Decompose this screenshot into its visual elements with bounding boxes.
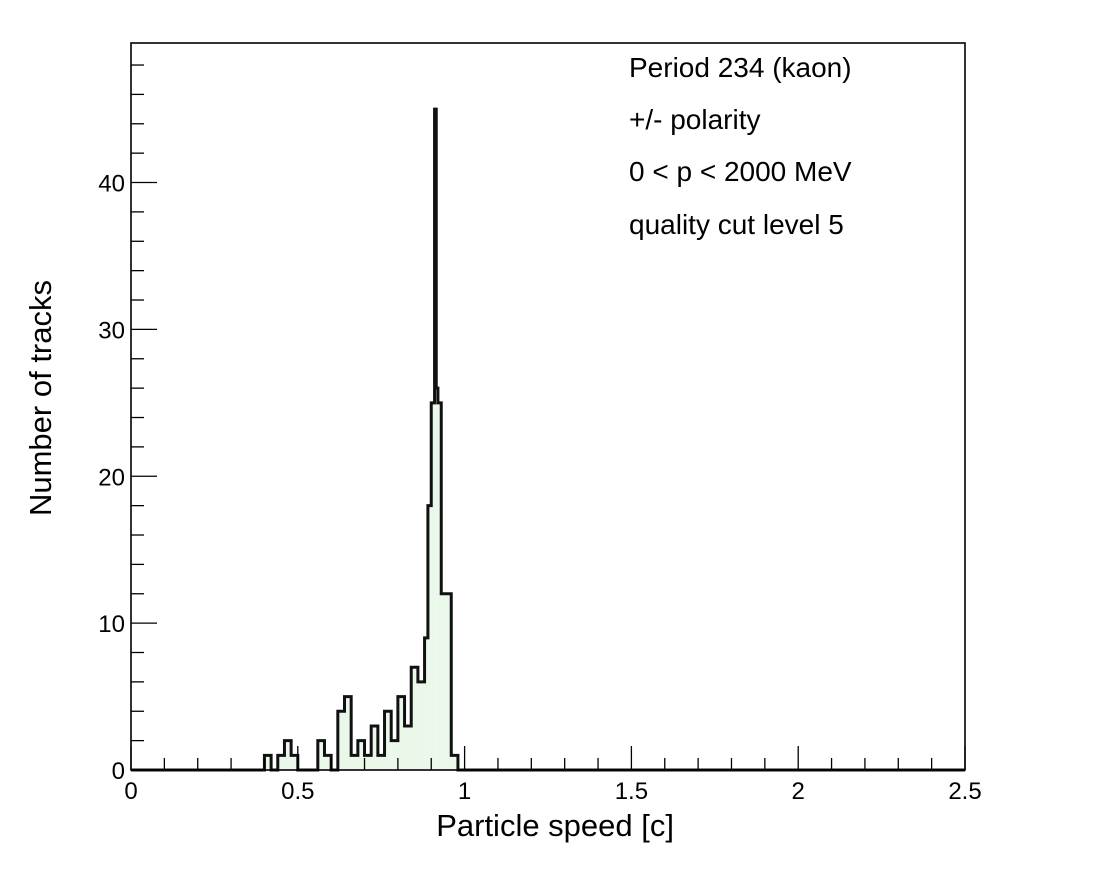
y-tick-label: 40 [98,171,125,198]
histogram-bar [377,755,385,770]
annotation-polarity: +/- polarity [629,104,761,135]
histogram-bar [434,109,437,770]
x-tick-label: 0 [124,778,137,805]
histogram-bar [284,740,292,770]
histogram-bar [364,755,372,770]
histogram-bar [384,711,392,770]
histogram-bar [317,740,325,770]
histogram-bar [344,696,352,770]
x-tick-label: 1.5 [615,778,648,805]
y-tick-label: 10 [98,611,125,638]
plot-content [131,107,965,772]
histogram-bar [291,755,298,770]
y-tick-label: 0 [112,758,125,785]
annotation-quality-cut: quality cut level 5 [629,209,844,240]
histogram-bar [277,755,285,770]
histogram-bar [436,388,438,770]
histogram-bar [427,505,432,770]
x-tick-label: 2.5 [948,778,981,805]
y-tick-label: 20 [98,464,125,491]
histogram-bar [351,755,358,770]
annotation-momentum-range: 0 < p < 2000 MeV [629,156,852,187]
annotation-period: Period 234 (kaon) [629,52,852,83]
histogram-bar [417,681,425,770]
histogram-bar [264,755,272,770]
y-axis-title: Number of tracks [23,280,58,516]
histogram-bar [337,711,345,770]
histogram-bar [391,740,398,770]
histogram-bar [444,593,452,770]
histogram-bar [437,402,442,770]
x-tick-label: 0.5 [281,778,314,805]
x-axis-ticks [130,746,966,770]
histogram-outline [131,107,965,772]
x-axis-tick-labels: 0 0.5 1 1.5 2 2.5 [124,778,981,805]
histogram-bar [371,725,378,770]
histogram-bar [404,725,412,770]
x-tick-label: 2 [792,778,805,805]
histogram-bar [357,740,365,770]
histogram-bar [431,402,435,770]
histogram-bar [424,637,428,770]
plot-frame [130,42,966,771]
x-axis-title: Particle speed [c] [436,808,674,843]
y-axis-ticks [131,64,157,771]
histogram-bar [397,696,405,770]
histogram-bar [451,755,458,770]
histogram-bar [324,755,332,770]
x-tick-label: 1 [458,778,471,805]
histogram-bar [411,667,418,770]
y-tick-label: 30 [98,317,125,344]
histogram-bar [441,593,445,770]
y-axis-tick-labels: 0 10 20 30 40 [98,171,125,785]
